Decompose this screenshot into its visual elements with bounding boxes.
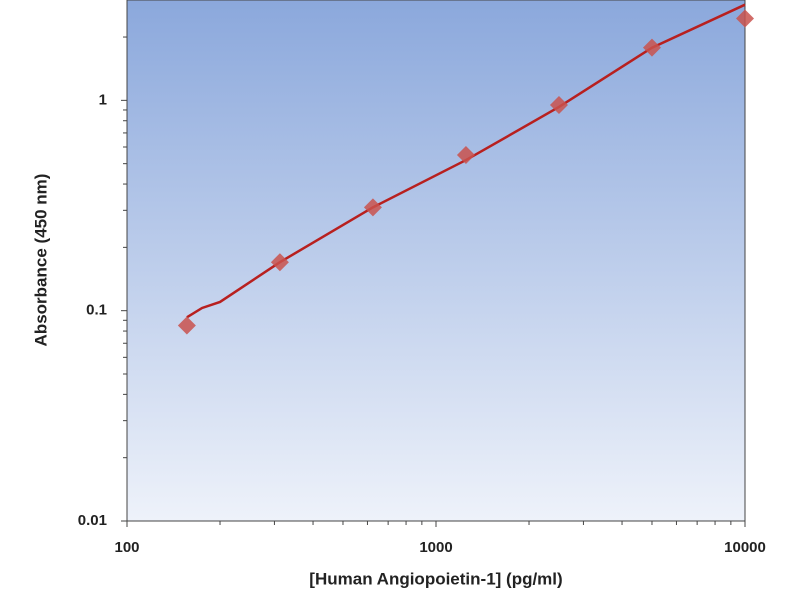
x-axis-title: [Human Angiopoietin-1] (pg/ml): [309, 569, 562, 588]
data-point: [642, 38, 661, 57]
data-point: [363, 198, 382, 217]
data-point: [549, 96, 568, 115]
y-tick-label: 1: [99, 91, 107, 108]
data-point: [736, 9, 754, 28]
y-tick-label: 0.1: [86, 302, 107, 319]
y-tick-label: 0.01: [78, 512, 107, 529]
y-axis-title: Absorbance (450 nm): [31, 174, 50, 347]
data-point: [456, 145, 475, 164]
data-point: [270, 253, 289, 272]
x-tick-label: 100: [114, 539, 139, 556]
x-tick-label: 10000: [724, 539, 766, 556]
x-tick-label: 1000: [419, 539, 452, 556]
plot-area: [126, 0, 746, 522]
data-point: [177, 316, 196, 335]
